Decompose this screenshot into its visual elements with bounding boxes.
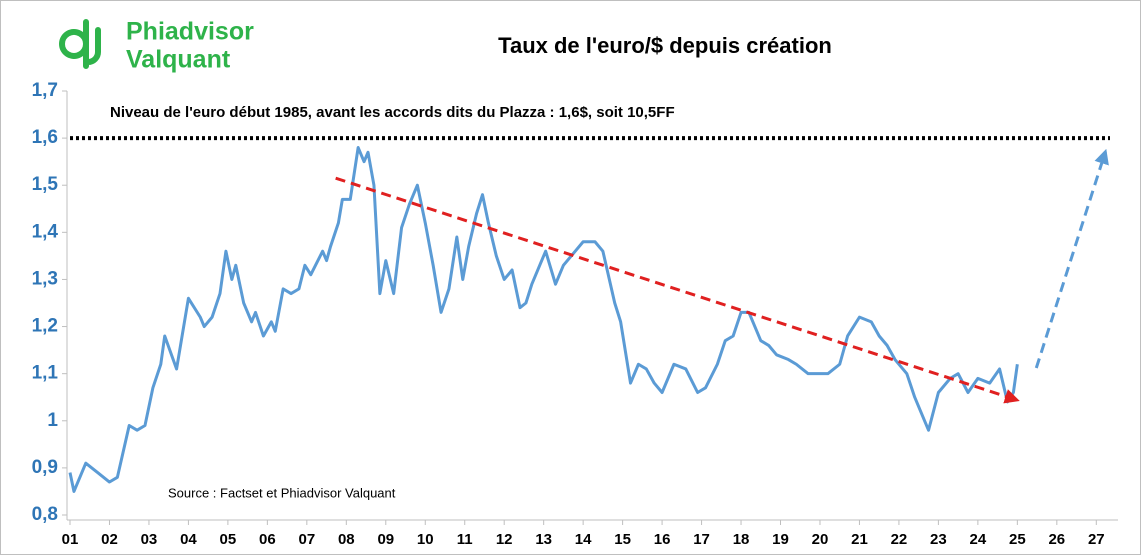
y-tick-label: 0,9 [32, 457, 58, 478]
chart-title: Taux de l'euro/$ depuis création [498, 33, 832, 58]
x-tick-label: 27 [1088, 531, 1105, 548]
x-tick-label: 06 [259, 531, 276, 548]
x-tick-label: 21 [851, 531, 868, 548]
x-tick-label: 20 [812, 531, 829, 548]
x-tick-label: 12 [496, 531, 513, 548]
y-tick-label: 1,7 [32, 80, 58, 101]
x-tick-label: 03 [141, 531, 158, 548]
x-tick-label: 11 [457, 531, 473, 548]
x-tick-label: 02 [101, 531, 118, 548]
y-tick-label: 1,6 [32, 127, 58, 148]
y-tick-label: 0,8 [32, 504, 58, 525]
brand-line1: Phiadvisor [126, 18, 254, 46]
y-tick-label: 1,4 [32, 221, 59, 242]
x-tick-label: 07 [298, 531, 315, 548]
x-tick-label: 17 [693, 531, 710, 548]
x-tick-label: 14 [575, 531, 592, 548]
x-tick-label: 13 [535, 531, 552, 548]
x-tick-label: 25 [1009, 531, 1026, 548]
y-tick-label: 1,3 [32, 268, 58, 289]
data-line [68, 146, 1019, 493]
source: Source : Factset et Phiadvisor Valquant [168, 485, 396, 500]
x-tick-label: 23 [930, 531, 947, 548]
x-tick-label: 10 [417, 531, 434, 548]
y-tick-label: 1,2 [32, 316, 58, 337]
x-tick-label: 08 [338, 531, 355, 548]
brand-line2: Valquant [126, 46, 231, 74]
x-tick-label: 18 [733, 531, 750, 548]
x-tick-label: 24 [970, 531, 987, 548]
y-tick-label: 1 [47, 410, 58, 431]
trend-line [335, 176, 1020, 404]
x-tick-label: 19 [772, 531, 789, 548]
x-tick-label: 05 [220, 531, 237, 548]
y-tick-label: 1,1 [32, 363, 59, 384]
projection-line [1034, 148, 1109, 369]
x-tick-label: 15 [614, 531, 631, 548]
logo [59, 19, 101, 69]
x-tick-label: 04 [180, 531, 197, 548]
x-tick-label: 09 [377, 531, 394, 548]
annotation: Niveau de l'euro début 1985, avant les a… [110, 104, 675, 121]
x-tick-label: 26 [1048, 531, 1065, 548]
x-tick-label: 16 [654, 531, 671, 548]
x-tick-label: 01 [62, 531, 79, 548]
x-tick-label: 22 [891, 531, 908, 548]
y-tick-label: 1,5 [32, 174, 59, 195]
